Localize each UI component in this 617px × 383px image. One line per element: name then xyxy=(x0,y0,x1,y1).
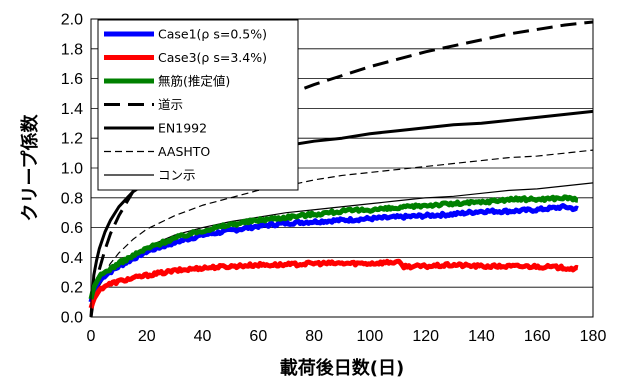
x-tick-label: 40 xyxy=(194,328,212,345)
series-line-2 xyxy=(88,194,579,300)
legend-label-0: Case1(ρ s=0.5%) xyxy=(158,27,267,42)
x-tick-label: 180 xyxy=(580,328,607,345)
legend-label-3: 道示 xyxy=(158,97,183,112)
x-axis-title: 載荷後日数(日) xyxy=(280,357,404,379)
y-tick-label: 0.8 xyxy=(61,190,83,207)
y-tick-label: 0.6 xyxy=(61,220,83,237)
x-tick-label: 140 xyxy=(468,328,495,345)
x-tick-label: 20 xyxy=(138,328,156,345)
y-tick-label: 1.8 xyxy=(61,41,83,58)
series-line-1 xyxy=(88,258,579,309)
legend-label-2: 無筋(推定値) xyxy=(158,74,230,89)
series-line-3 xyxy=(89,20,594,318)
x-tick-label: 160 xyxy=(524,328,551,345)
x-tick-label: 100 xyxy=(357,328,384,345)
y-axis-title: クリープ係数 xyxy=(19,114,41,222)
legend-label-6: コン示 xyxy=(158,168,196,183)
y-tick-label: 1.2 xyxy=(61,131,83,148)
ticks-layer: 0 20 40 60 80 100 120 140 160 180 0.0 0.2 0.4 0.6 0.8 1… xyxy=(61,12,607,346)
y-tick-label: 2.0 xyxy=(61,12,83,29)
y-tick-label: 1.0 xyxy=(61,161,83,178)
legend-label-1: Case3(ρ s=3.4%) xyxy=(158,50,267,65)
x-tick-label: 80 xyxy=(305,328,323,345)
x-tick-label: 120 xyxy=(412,328,439,345)
y-tick-label: 0.0 xyxy=(61,310,83,327)
legend: Case1(ρ s=0.5%) Case3(ρ s=3.4%) 無筋(推定値) 道示 E… xyxy=(97,19,299,191)
y-tick-label: 1.4 xyxy=(61,101,83,118)
y-tick-label: 0.4 xyxy=(61,250,83,267)
legend-label-5: AASHTO xyxy=(158,144,210,159)
y-tick-label: 0.2 xyxy=(61,280,83,297)
plot-frame xyxy=(90,18,594,318)
x-tick-label: 0 xyxy=(87,328,96,345)
legend-label-4: EN1992 xyxy=(158,121,207,136)
x-tick-label: 60 xyxy=(249,328,267,345)
y-tick-label: 1.6 xyxy=(61,71,83,88)
series-line-0 xyxy=(88,202,579,303)
